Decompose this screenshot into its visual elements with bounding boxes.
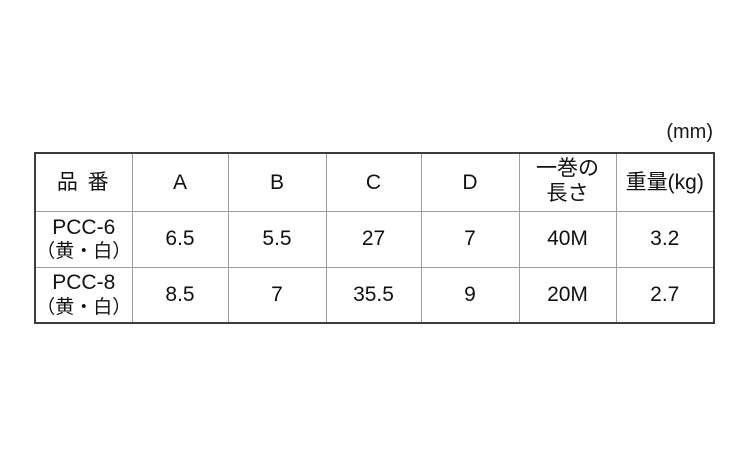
col-header-roll-length: 一巻の 長さ xyxy=(518,152,617,212)
header-row: 品 番 A B C D 一巻の 長さ 重量(kg) xyxy=(34,152,715,212)
col-header-product-number: 品 番 xyxy=(34,152,133,212)
value-d: 7 xyxy=(420,210,520,268)
product-code: PCC-8 xyxy=(52,271,116,295)
table-row-pcc-6: PCC-6 （黄・白） 6.5 5.5 27 7 40M 3.2 xyxy=(34,210,715,268)
col-header-weight: 重量(kg) xyxy=(615,152,715,212)
col-header-c: C xyxy=(325,152,422,212)
col-header-d: D xyxy=(420,152,520,212)
spec-table: 品 番 A B C D 一巻の 長さ 重量(kg) PCC-6 （黄・白） 6.… xyxy=(34,152,715,324)
product-color: （黄・白） xyxy=(36,241,132,263)
product-cell: PCC-6 （黄・白） xyxy=(34,210,133,268)
value-c: 27 xyxy=(325,210,422,268)
col-header-roll-length-line2: 長さ xyxy=(546,182,589,206)
value-d: 9 xyxy=(420,266,520,324)
value-b: 5.5 xyxy=(227,210,327,268)
col-header-a: A xyxy=(131,152,229,212)
product-color: （黄・白） xyxy=(36,296,132,318)
value-b: 7 xyxy=(227,266,327,324)
col-header-b: B xyxy=(227,152,327,212)
col-header-roll-length-line1: 一巻の xyxy=(536,157,599,181)
value-roll-length: 40M xyxy=(518,210,617,268)
value-a: 8.5 xyxy=(131,266,229,324)
units-label: (mm) xyxy=(666,121,713,143)
table-row-pcc-8: PCC-8 （黄・白） 8.5 7 35.5 9 20M 2.7 xyxy=(34,266,715,324)
product-code: PCC-6 xyxy=(52,215,116,239)
value-a: 6.5 xyxy=(131,210,229,268)
value-roll-length: 20M xyxy=(518,266,617,324)
product-cell: PCC-8 （黄・白） xyxy=(34,266,133,324)
value-c: 35.5 xyxy=(325,266,422,324)
value-weight: 2.7 xyxy=(615,266,715,324)
value-weight: 3.2 xyxy=(615,210,715,268)
